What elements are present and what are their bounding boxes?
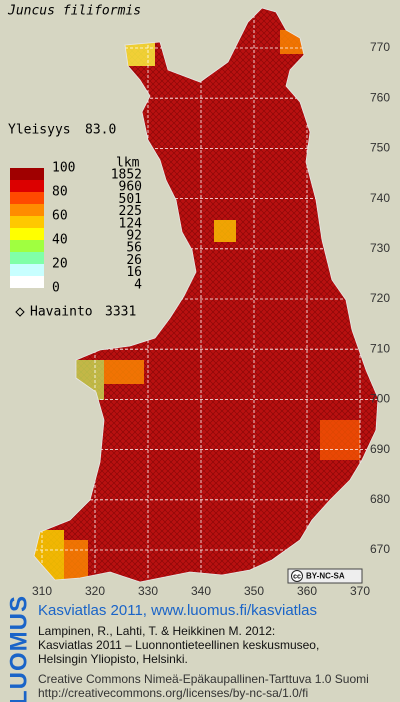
- legend-scale-label: 80: [52, 185, 68, 200]
- observations-label: Havainto: [30, 305, 93, 320]
- low-frequency-area: [76, 360, 104, 400]
- legend-color-band: [10, 240, 44, 252]
- y-grid-label: 730: [370, 241, 390, 255]
- legend-color-band: [10, 264, 44, 276]
- y-grid-label: 710: [370, 341, 390, 355]
- x-grid-label: 360: [297, 584, 317, 598]
- badge-circle: [291, 570, 303, 582]
- frequency-label: Yleisyys: [8, 123, 71, 138]
- legend-color-band: [10, 216, 44, 228]
- x-grid-label: 330: [138, 584, 158, 598]
- legend-color-band: [10, 204, 44, 216]
- low-frequency-area: [104, 360, 144, 384]
- hatching: [34, 8, 378, 582]
- observation-symbol: [15, 307, 25, 317]
- y-grid-label: 770: [370, 40, 390, 54]
- atlas-link: Kasviatlas 2011, www.luomus.fi/kasviatla…: [38, 602, 317, 619]
- x-grid-label: 350: [244, 584, 264, 598]
- x-grid-label: 340: [191, 584, 211, 598]
- y-grid-label: 720: [370, 291, 390, 305]
- citation-line: Lampinen, R., Lahti, T. & Heikkinen M. 2…: [38, 624, 275, 638]
- badge-text: BY-NC-SA: [306, 572, 345, 581]
- badge-icon: cc: [293, 573, 301, 580]
- low-frequency-area: [214, 220, 236, 242]
- citation-line: Helsingin Yliopisto, Helsinki.: [38, 652, 188, 666]
- legend-count: 501: [119, 192, 142, 207]
- y-grid-label: 670: [370, 542, 390, 556]
- brand: LUOMUS: [5, 595, 32, 702]
- license-line: Creative Commons Nimeä-Epäkaupallinen-Ta…: [38, 672, 369, 686]
- map-texture: [34, 8, 378, 582]
- legend-color-band: [10, 168, 44, 180]
- legend-count-header: lkm: [116, 156, 140, 171]
- legend-scale-label: 40: [52, 233, 68, 248]
- citation-line: Kasviatlas 2011 – Luonnontieteellinen ke…: [38, 638, 319, 652]
- badge-box: [287, 568, 363, 584]
- y-grid-label: 700: [370, 392, 390, 406]
- legend-scale-label: 0: [52, 281, 60, 296]
- y-grid-label: 680: [370, 492, 390, 506]
- low-frequency-area: [64, 540, 88, 580]
- license-line: http://creativecommons.org/licenses/by-n…: [38, 686, 308, 700]
- y-grid-label: 750: [370, 141, 390, 155]
- legend-count: 225: [119, 204, 142, 219]
- license-badge: cc BY-NC-SA: [287, 568, 363, 584]
- legend-count: 16: [126, 265, 142, 280]
- x-grid-label: 370: [350, 584, 370, 598]
- low-frequency-area: [320, 420, 360, 460]
- x-grid-label: 310: [32, 584, 52, 598]
- legend-scale-label: 60: [52, 209, 68, 224]
- species-title: Juncus filiformis: [7, 4, 141, 19]
- y-grid-label: 740: [370, 191, 390, 205]
- y-grid-label: 690: [370, 442, 390, 456]
- x-grid-label: 320: [85, 584, 105, 598]
- legend-color-band: [10, 180, 44, 192]
- legend-scale-label: 100: [52, 161, 75, 176]
- legend-color-band: [10, 192, 44, 204]
- frequency-value: 83.0: [85, 123, 116, 138]
- observations-value: 3331: [105, 305, 136, 320]
- legend-count: 26: [126, 253, 142, 268]
- legend-count: 56: [126, 241, 142, 256]
- low-frequency-area: [125, 42, 155, 66]
- legend-count: 1852: [111, 168, 142, 183]
- y-grid-label: 760: [370, 90, 390, 104]
- legend-color-band: [10, 276, 44, 288]
- legend-count: 92: [126, 229, 142, 244]
- legend-color-band: [10, 228, 44, 240]
- legend-count: 4: [134, 277, 142, 292]
- legend-count: 960: [119, 180, 142, 195]
- legend-count: 124: [119, 216, 143, 231]
- legend-scale-label: 20: [52, 257, 68, 272]
- map: [33, 7, 379, 583]
- legend-color-band: [10, 252, 44, 264]
